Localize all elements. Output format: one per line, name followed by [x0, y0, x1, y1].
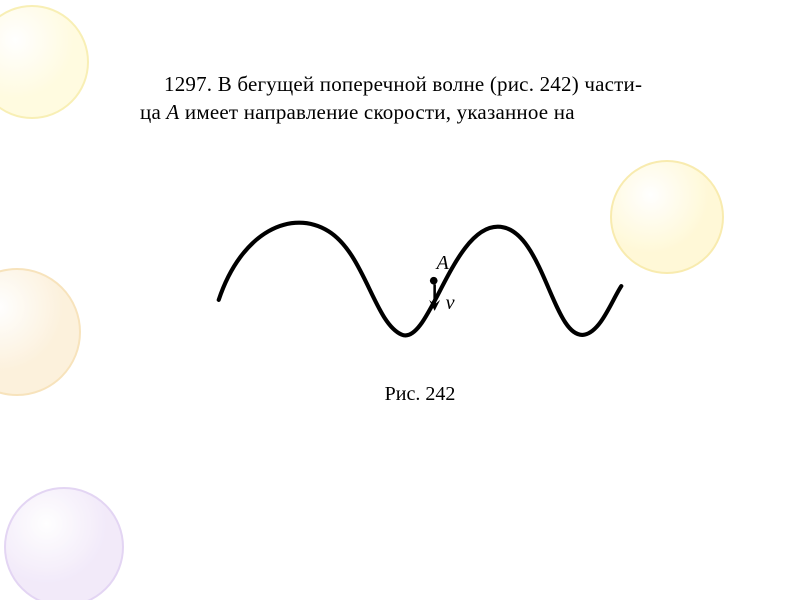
problem-line1: В бегущей поперечной волне (рис. 242) ча… [218, 72, 642, 96]
problem-text: 1297. В бегущей поперечной волне (рис. 2… [140, 70, 700, 127]
problem-line2-suffix: имеет направление скорости, указанное на [179, 100, 574, 124]
figure-caption: Рис. 242 [140, 383, 700, 406]
velocity-label: v [446, 292, 455, 314]
balloon-decoration [0, 268, 81, 396]
figure: A v Рис. 242 [140, 182, 700, 406]
point-a-label: A [434, 251, 449, 273]
balloon-decoration [4, 487, 124, 600]
problem-block: 1297. В бегущей поперечной волне (рис. 2… [140, 70, 700, 406]
problem-line2-prefix: ца [140, 100, 166, 124]
caption-prefix: Рис. [385, 383, 426, 405]
caption-number: 242 [425, 383, 455, 405]
balloon-decoration [0, 5, 89, 119]
symbol-A: A [166, 100, 179, 124]
wave-curve [219, 222, 622, 335]
point-a-dot [430, 277, 438, 285]
problem-number: 1297. [164, 72, 212, 96]
wave-diagram: A v [205, 182, 635, 372]
